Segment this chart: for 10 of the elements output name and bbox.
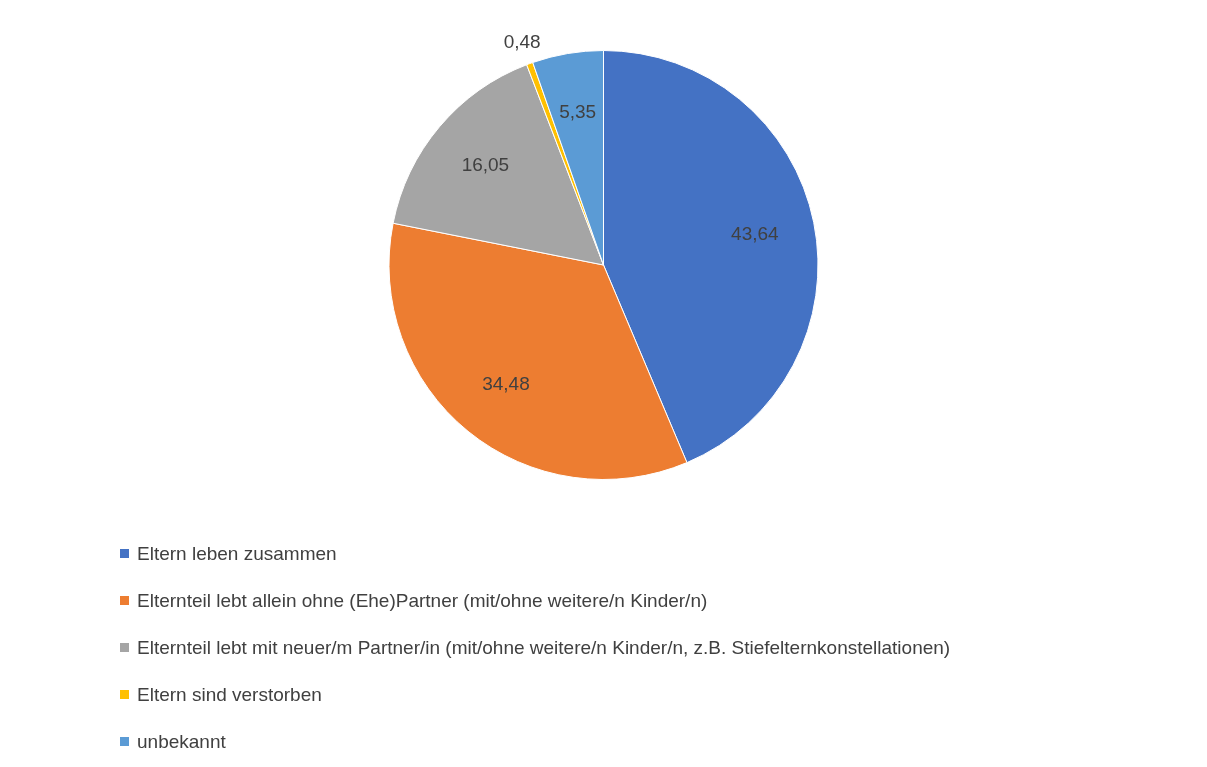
data-label: 5,35	[559, 100, 597, 122]
data-label: 0,48	[503, 31, 541, 53]
data-label: 43,64	[731, 222, 780, 244]
data-label: 34,48	[482, 372, 530, 394]
legend-label: Eltern sind verstorben	[137, 683, 322, 706]
data-label: 16,05	[461, 153, 510, 175]
legend-label: Eltern leben zusammen	[137, 542, 337, 565]
legend-label: Elternteil lebt mit neuer/m Partner/in (mit/ohne weitere/n Kinder/n, z.B. Stiefelternkonstellationen)	[137, 636, 951, 659]
legend-label: Elternteil lebt allein ohne (Ehe)Partner (mit/ohne weitere/n Kinder/n)	[137, 589, 708, 612]
legend-label: unbekannt	[137, 730, 226, 753]
